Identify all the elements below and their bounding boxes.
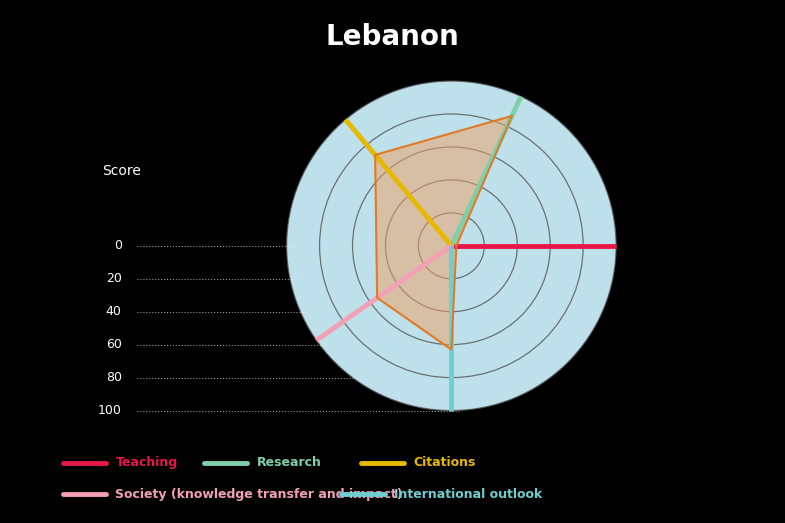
Text: 80: 80: [106, 371, 122, 384]
Text: Lebanon: Lebanon: [326, 22, 459, 51]
Text: International outlook: International outlook: [394, 488, 542, 501]
Text: 0: 0: [114, 240, 122, 252]
Polygon shape: [375, 116, 512, 349]
Text: Society (knowledge transfer and impact): Society (knowledge transfer and impact): [115, 488, 403, 501]
Ellipse shape: [287, 81, 616, 411]
Text: 60: 60: [106, 338, 122, 351]
Text: Citations: Citations: [414, 457, 476, 469]
Text: Teaching: Teaching: [115, 457, 177, 469]
Text: 20: 20: [106, 272, 122, 285]
Text: 40: 40: [106, 305, 122, 318]
Text: 100: 100: [98, 404, 122, 417]
Text: Research: Research: [257, 457, 322, 469]
Text: Score: Score: [102, 164, 141, 178]
